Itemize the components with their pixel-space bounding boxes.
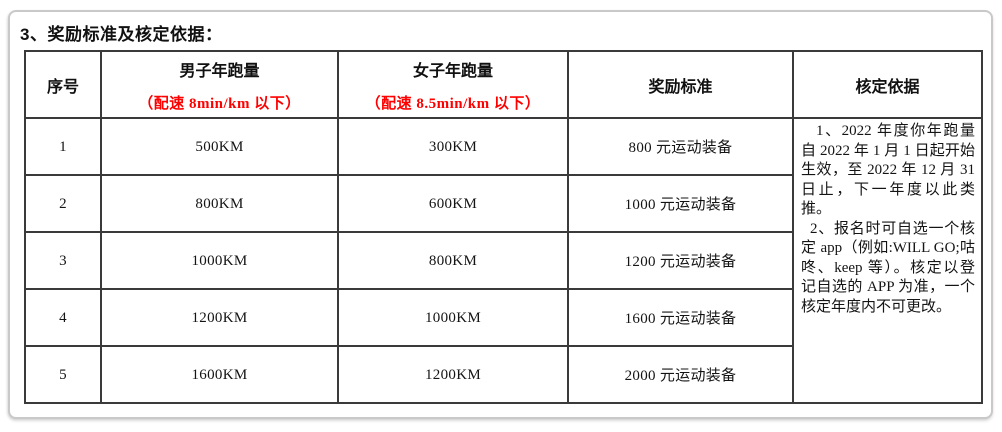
- reward-cell: 1200 元运动装备: [567, 231, 794, 290]
- table-row: 4 1200KM 1000KM 1600 元运动装备: [24, 288, 982, 347]
- men-distance-cell: 1600KM: [100, 345, 339, 404]
- reward-standards-table: 序号 男子年跑量 （配速 8min/km 以下） 女子年跑量 （配速 8.5mi…: [24, 50, 983, 404]
- basis-note-1: 1、2022 年度你年跑量自 2022 年 1 月 1 日起开始生效，至 202…: [801, 123, 975, 217]
- reward-cell: 2000 元运动装备: [567, 345, 794, 404]
- header-women-distance: 女子年跑量 （配速 8.5min/km 以下）: [337, 50, 569, 119]
- men-distance-cell: 1200KM: [100, 288, 339, 347]
- table-row: 3 1000KM 800KM 1200 元运动装备: [24, 231, 982, 290]
- men-distance-cell: 1000KM: [100, 231, 339, 290]
- row-index-cell: 4: [24, 288, 102, 347]
- header-basis: 核定依据: [792, 50, 983, 119]
- women-distance-cell: 1000KM: [337, 288, 569, 347]
- women-distance-cell: 600KM: [337, 174, 569, 233]
- women-distance-cell: 800KM: [337, 231, 569, 290]
- reward-cell: 1000 元运动装备: [567, 174, 794, 233]
- basis-note-2: 2、报名时可自选一个核定 app（例如:WILL GO;咕咚、keep 等）。核…: [801, 220, 975, 315]
- header-basis-label: 核定依据: [855, 78, 920, 96]
- header-index: 序号: [24, 50, 102, 119]
- men-distance-cell: 500KM: [100, 117, 339, 176]
- women-distance-cell: 1200KM: [337, 345, 569, 404]
- table-row: 5 1600KM 1200KM 2000 元运动装备: [24, 345, 982, 404]
- header-women-pace-note: （配速 8.5min/km 以下）: [365, 95, 541, 112]
- header-men-pace-note: （配速 8min/km 以下）: [138, 95, 301, 112]
- header-men-title: 男子年跑量: [179, 62, 260, 80]
- header-women-title: 女子年跑量: [412, 62, 493, 80]
- women-distance-cell: 300KM: [337, 117, 569, 176]
- table-row: 1 500KM 300KM 800 元运动装备 1、2022 年度你年跑量自 2…: [24, 117, 983, 404]
- header-reward: 奖励标准: [567, 50, 794, 119]
- header-reward-label: 奖励标准: [648, 78, 713, 96]
- row-index-cell: 5: [24, 345, 102, 404]
- reward-cell: 800 元运动装备: [567, 117, 794, 176]
- reward-cell: 1600 元运动装备: [567, 288, 794, 347]
- row-index-cell: 2: [24, 174, 102, 233]
- document-card: 3、奖励标准及核定依据： 序号 男子年跑量 （配速 8min/km 以下） 女子…: [8, 10, 993, 419]
- table-row: 2 800KM 600KM 1000 元运动装备: [24, 174, 982, 233]
- header-index-label: 序号: [46, 78, 79, 96]
- row-index-cell: 1: [24, 117, 102, 176]
- men-distance-cell: 800KM: [100, 174, 339, 233]
- header-men-distance: 男子年跑量 （配速 8min/km 以下）: [100, 50, 339, 119]
- table-header-row: 序号 男子年跑量 （配速 8min/km 以下） 女子年跑量 （配速 8.5mi…: [24, 50, 983, 119]
- section-title: 3、奖励标准及核定依据：: [20, 25, 223, 44]
- row-index-cell: 3: [24, 231, 102, 290]
- basis-notes-cell: 1、2022 年度你年跑量自 2022 年 1 月 1 日起开始生效，至 202…: [792, 117, 983, 404]
